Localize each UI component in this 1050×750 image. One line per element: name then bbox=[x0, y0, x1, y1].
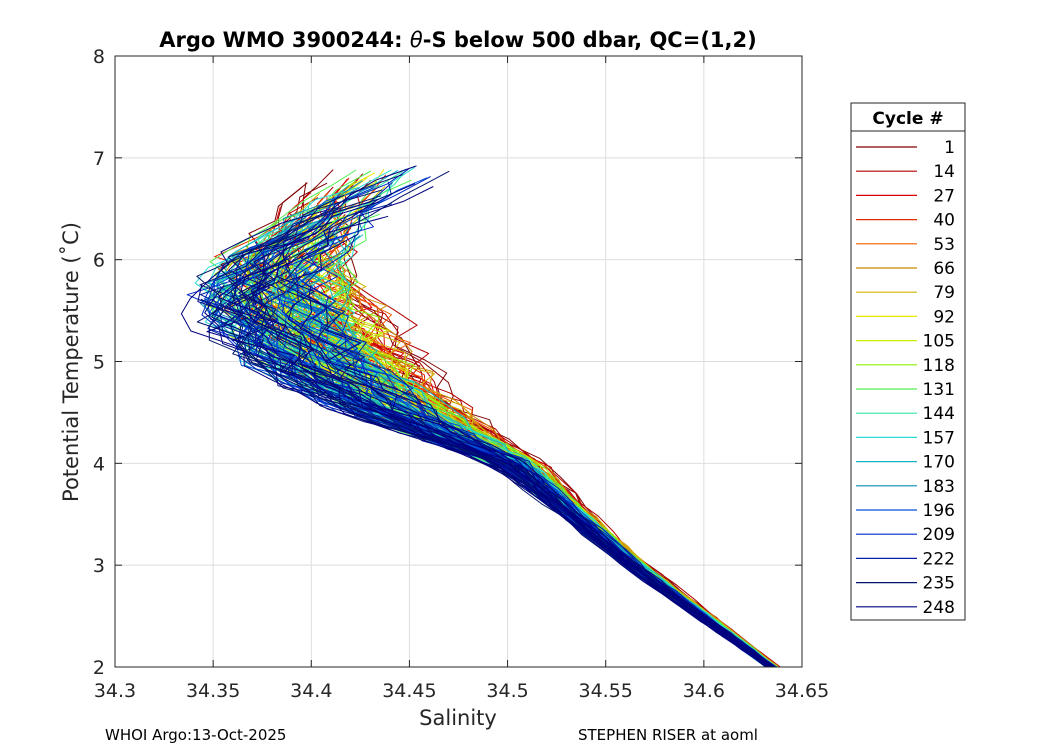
legend-entry-label: 79 bbox=[933, 283, 955, 303]
title-theta: θ bbox=[410, 28, 423, 52]
legend-entry-label: 183 bbox=[923, 477, 955, 497]
x-tick-label: 34.35 bbox=[186, 680, 240, 702]
legend-entry-label: 118 bbox=[923, 356, 955, 376]
legend-entry-label: 157 bbox=[923, 428, 955, 448]
legend-entry-label: 235 bbox=[923, 574, 955, 594]
legend-entry-label: 248 bbox=[923, 598, 955, 618]
chart-title: Argo WMO 3900244: θ-S below 500 dbar, QC… bbox=[159, 28, 756, 52]
footer-left: WHOI Argo:13-Oct-2025 bbox=[105, 726, 287, 744]
legend-entry-label: 144 bbox=[923, 404, 955, 424]
y-tick-label: 7 bbox=[93, 148, 105, 170]
profile-line bbox=[197, 283, 768, 668]
y-tick-label: 6 bbox=[93, 250, 105, 272]
legend: Cycle # 1 14 27 40 53 66 79 92 105 118 131 144 157 17… bbox=[850, 102, 966, 621]
legend-entry-label: 209 bbox=[923, 525, 955, 545]
profile-line bbox=[286, 177, 774, 668]
legend-entry-label: 1 bbox=[944, 138, 955, 158]
legend-entry-label: 105 bbox=[923, 332, 955, 352]
x-axis-label: Salinity bbox=[419, 706, 497, 730]
legend-entry-label: 131 bbox=[923, 380, 955, 400]
legend-title: Cycle # bbox=[872, 109, 943, 129]
legend-entry-label: 14 bbox=[933, 162, 955, 182]
profiles bbox=[180, 165, 781, 668]
y-axis-label: Potential Temperature (˚C) bbox=[59, 222, 83, 502]
profile-line bbox=[180, 165, 767, 668]
profile-line bbox=[276, 215, 775, 668]
x-tick-label: 34.4 bbox=[290, 680, 332, 702]
profile-line bbox=[240, 262, 773, 668]
legend-entry-label: 222 bbox=[923, 549, 955, 569]
x-tick-label: 34.3 bbox=[94, 680, 136, 702]
profile-line bbox=[238, 201, 772, 668]
y-tick-label: 5 bbox=[93, 352, 105, 374]
legend-entry-label: 66 bbox=[933, 259, 955, 279]
x-tick-label: 34.6 bbox=[683, 680, 725, 702]
y-tick-label: 2 bbox=[93, 657, 105, 679]
legend-entry-label: 92 bbox=[933, 307, 955, 327]
profile-line bbox=[279, 186, 771, 668]
y-tick-label: 8 bbox=[93, 46, 105, 68]
x-tick-label: 34.65 bbox=[775, 680, 829, 702]
y-tick-label: 4 bbox=[93, 453, 105, 475]
legend-entry-label: 196 bbox=[923, 501, 955, 521]
title-suffix: -S below 500 dbar, QC=(1,2) bbox=[423, 28, 757, 52]
ticks: 34.3 34.35 34.4 34.45 34.5 34.55 34.6 34.65 2 3 4 5… bbox=[93, 46, 829, 702]
profile-line bbox=[284, 203, 772, 668]
title-prefix: Argo WMO 3900244: bbox=[159, 28, 410, 52]
profile-line bbox=[304, 235, 777, 668]
profile-line bbox=[204, 284, 768, 668]
legend-entry-label: 27 bbox=[933, 186, 955, 206]
x-tick-label: 34.45 bbox=[382, 680, 436, 702]
y-tick-label: 3 bbox=[93, 555, 105, 577]
legend-entry-label: 53 bbox=[933, 235, 955, 255]
x-tick-label: 34.55 bbox=[579, 680, 633, 702]
legend-entries: 1 14 27 40 53 66 79 92 105 118 131 144 157 170 183 196 2… bbox=[856, 138, 955, 618]
legend-entry-label: 170 bbox=[923, 453, 955, 473]
footer-right: STEPHEN RISER at aoml bbox=[578, 726, 758, 744]
x-tick-label: 34.5 bbox=[486, 680, 528, 702]
legend-entry-label: 40 bbox=[933, 211, 955, 231]
